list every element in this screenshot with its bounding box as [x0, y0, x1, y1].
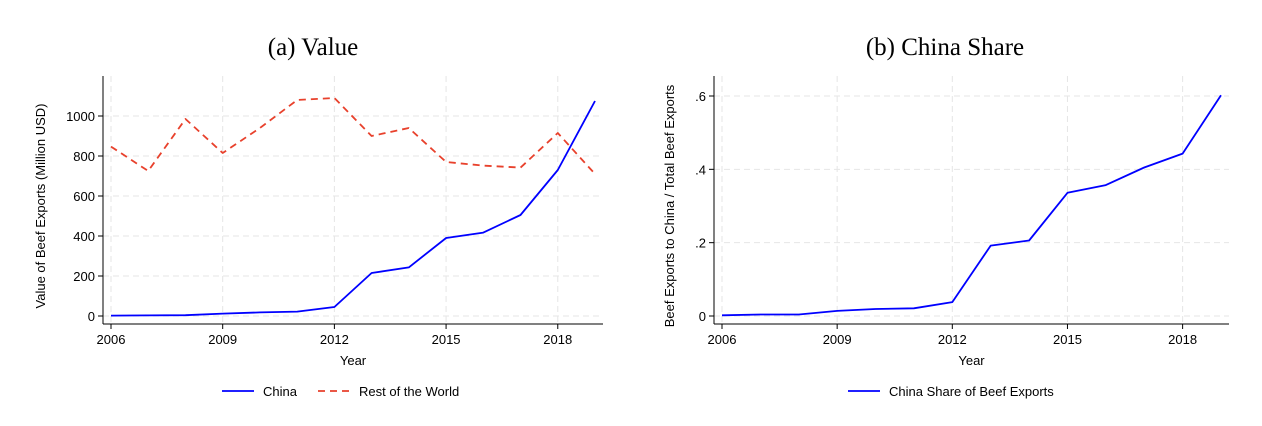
y-tick-label: 800 — [73, 149, 95, 164]
x-tick-label: 2018 — [543, 332, 572, 347]
y-tick-label: 400 — [73, 229, 95, 244]
y-tick-label: 0 — [699, 309, 706, 324]
y-axis-label: Value of Beef Exports (Million USD) — [33, 104, 48, 309]
series-line-china-share-of-beef-exports — [721, 94, 1222, 317]
share-chart-title: (b) China Share — [866, 34, 1024, 61]
y-axis-label: Beef Exports to China / Total Beef Expor… — [662, 84, 677, 327]
chart-panel-value: (a) Value 0 200 400 600 800 1000 2006 2009 2012 20… — [33, 34, 603, 399]
legend-label: China Share of Beef Exports — [889, 384, 1054, 399]
x-axis-label: Year — [340, 353, 367, 368]
series-line-china — [110, 100, 596, 317]
y-tick-label: .4 — [695, 162, 706, 177]
x-tick-label: 2006 — [97, 332, 126, 347]
x-tick-label: 2015 — [1053, 332, 1082, 347]
y-tick-label: 600 — [73, 189, 95, 204]
value-chart-svg: (a) Value 0 200 400 600 800 1000 2006 2009 2012 20… — [33, 34, 603, 399]
chart-panel-china-share: (b) China Share 0 .2 .4 .6 2006 2009 2012 2015 20… — [631, 0, 1262, 426]
x-tick-label: 2012 — [938, 332, 967, 347]
y-tick-label: .2 — [695, 236, 706, 251]
legend-label: Rest of the World — [359, 384, 459, 399]
series-line-rest-of-the-world — [110, 97, 596, 175]
y-tick-label: 0 — [88, 309, 95, 324]
x-tick-label: 2015 — [432, 332, 461, 347]
x-tick-label: 2018 — [1168, 332, 1197, 347]
y-tick-label: .6 — [695, 89, 706, 104]
value-chart-title: (a) Value — [268, 34, 358, 61]
x-tick-label: 2006 — [708, 332, 737, 347]
x-axis-label: Year — [958, 353, 985, 368]
china-share-chart-svg: (b) China Share 0 .2 .4 .6 2006 2009 2012 2015 20… — [662, 34, 1229, 399]
legend-label: China — [263, 384, 298, 399]
x-tick-label: 2009 — [208, 332, 237, 347]
y-tick-label: 1000 — [66, 109, 95, 124]
y-tick-label: 200 — [73, 269, 95, 284]
x-tick-label: 2009 — [823, 332, 852, 347]
x-tick-label: 2012 — [320, 332, 349, 347]
